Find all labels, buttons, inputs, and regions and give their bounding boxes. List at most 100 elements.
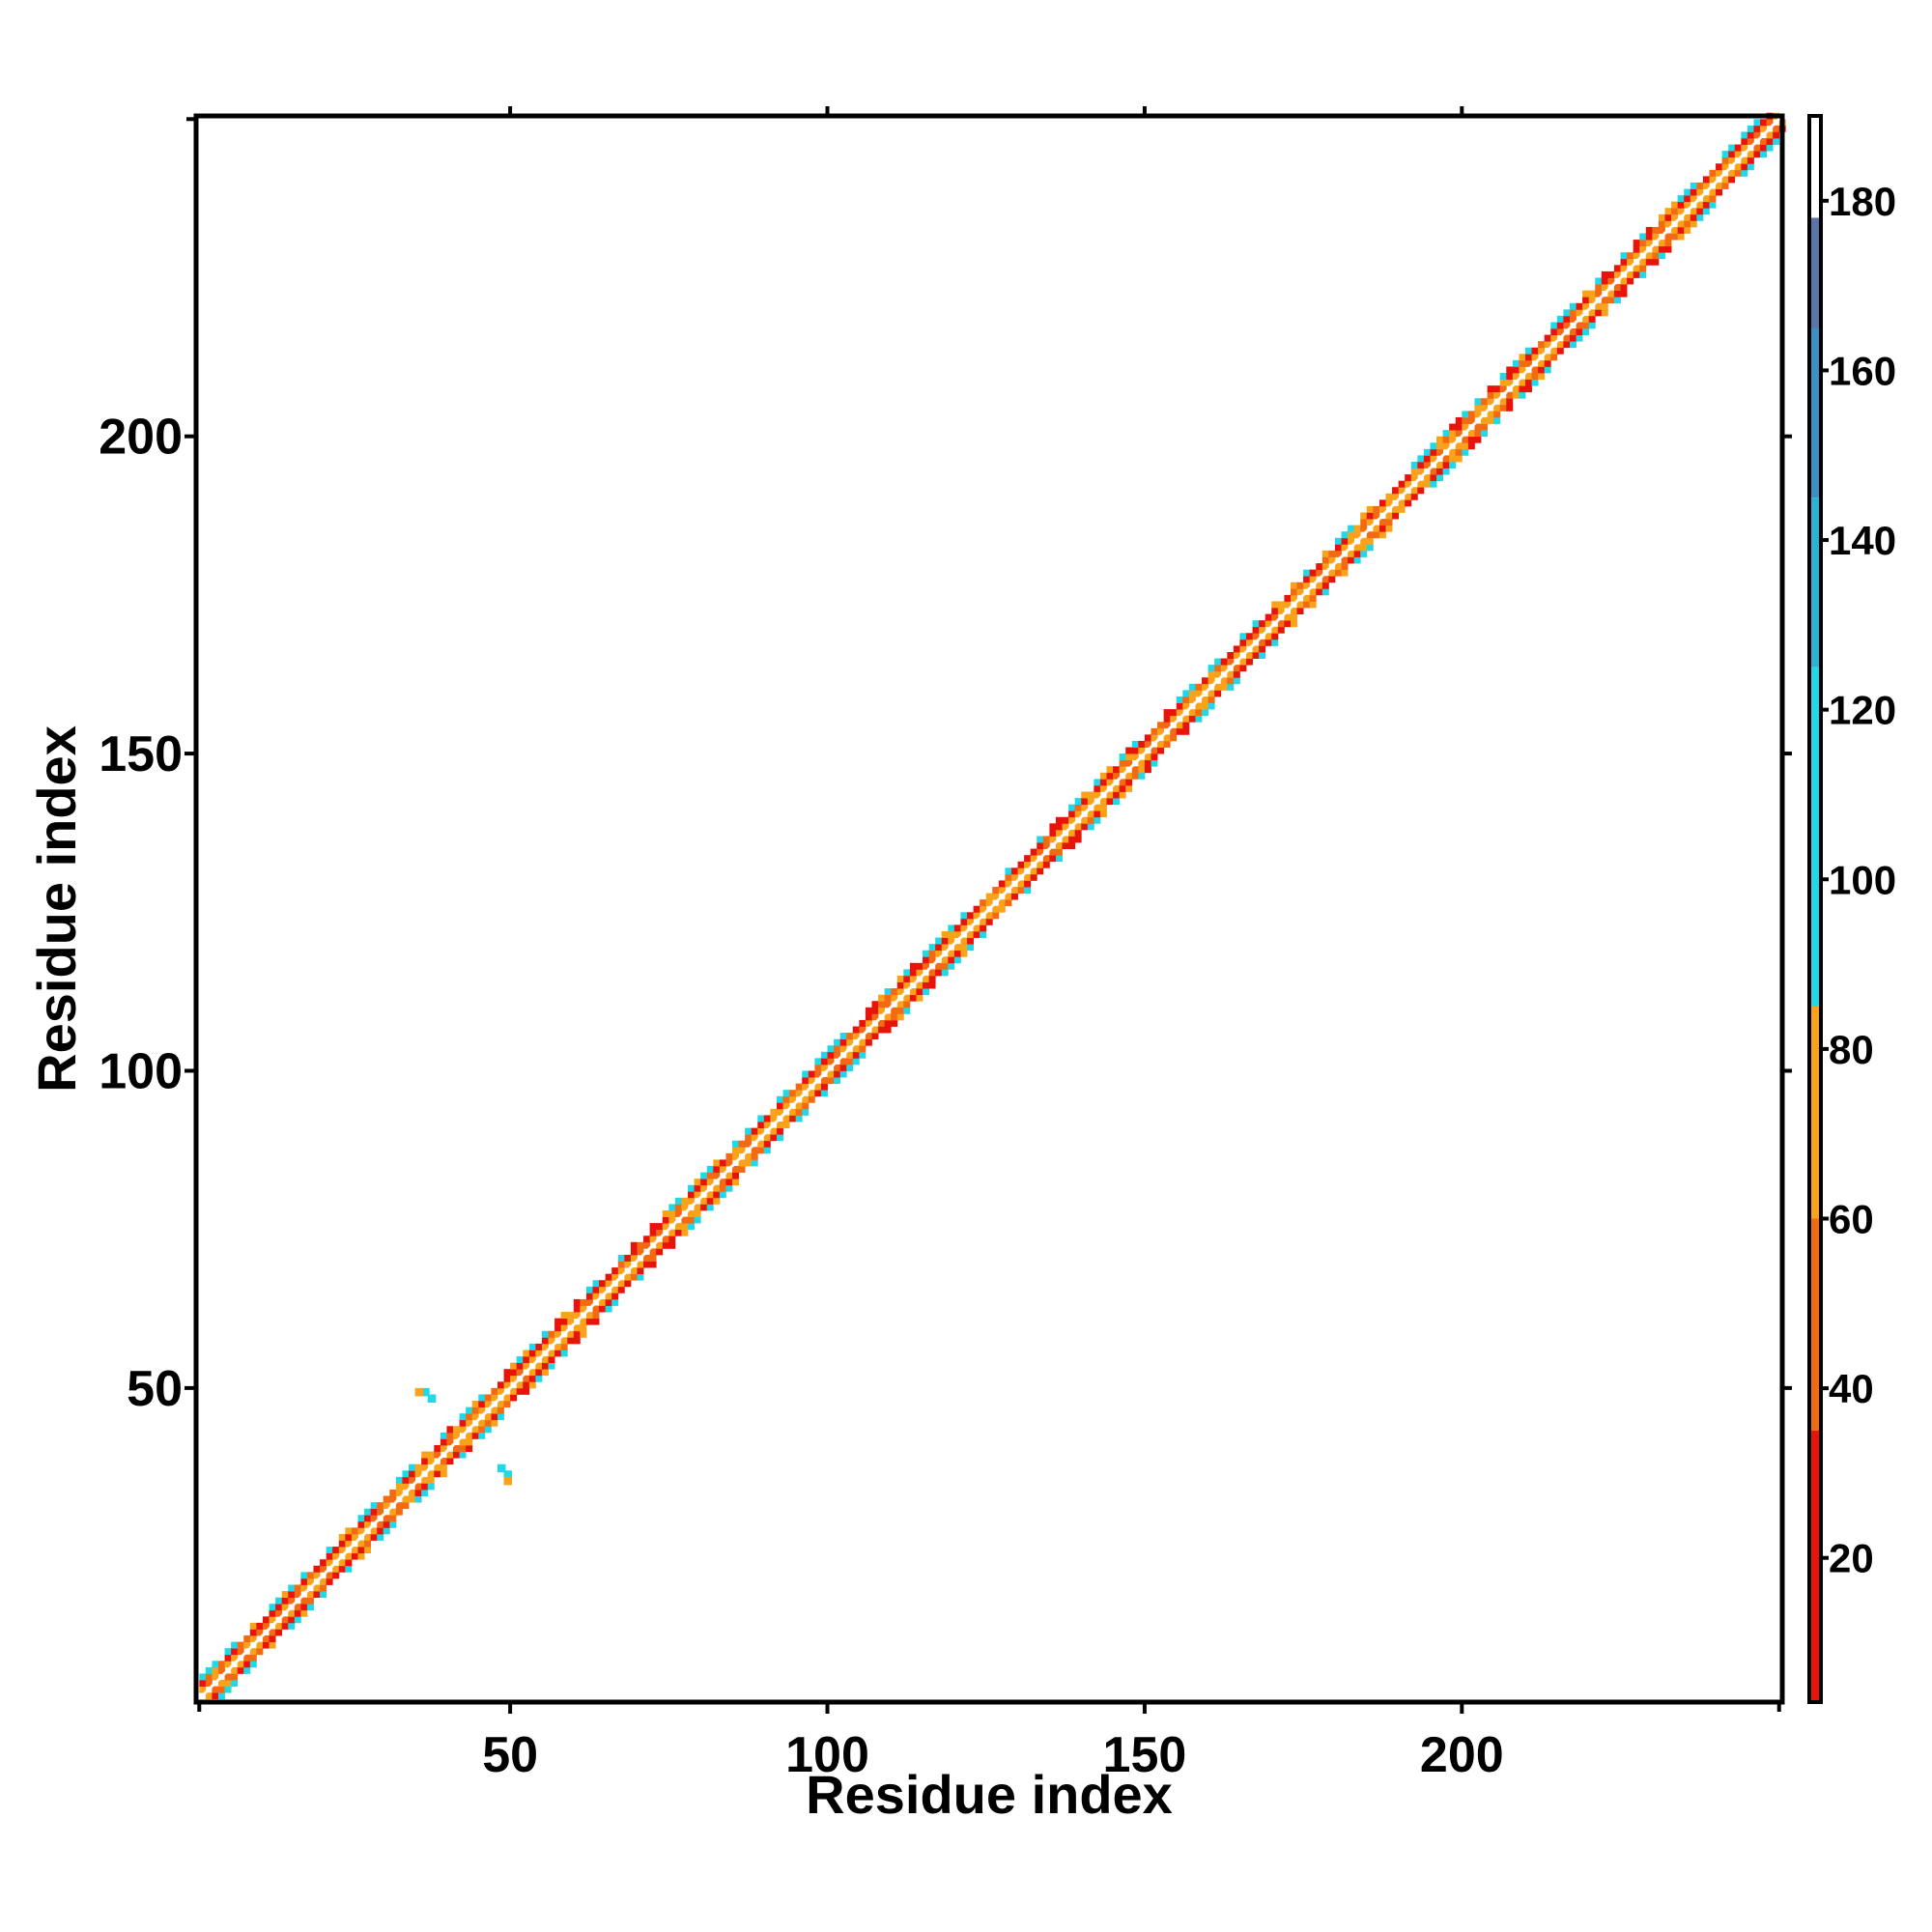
heatmap-cell xyxy=(1569,334,1577,342)
heatmap-cell xyxy=(573,1337,581,1345)
heatmap-cell xyxy=(1645,233,1653,241)
heatmap-cell xyxy=(1309,594,1317,602)
heatmap-cell xyxy=(1182,690,1190,697)
heatmap-cell xyxy=(1677,208,1685,215)
contact-cell xyxy=(427,1394,437,1403)
heatmap-cell xyxy=(1582,302,1590,310)
heatmap-cell xyxy=(1062,842,1069,850)
heatmap-cell xyxy=(1550,328,1558,335)
heatmap-cell xyxy=(903,981,911,989)
heatmap-cell xyxy=(1627,252,1634,260)
heatmap-cell xyxy=(1138,772,1146,780)
heatmap-cell xyxy=(1378,499,1386,507)
heatmap-cell xyxy=(1734,163,1742,171)
heatmap-cell xyxy=(649,1261,657,1268)
heatmap-cell xyxy=(948,930,955,938)
heatmap-cell xyxy=(1467,416,1475,424)
heatmap-cell xyxy=(288,1609,296,1617)
heatmap-cell xyxy=(839,1070,847,1078)
heatmap-cell xyxy=(923,975,930,982)
heatmap-cell xyxy=(839,1033,847,1040)
heatmap-cell xyxy=(1620,252,1628,260)
heatmap-cell xyxy=(453,1432,460,1439)
heatmap-cell xyxy=(503,1394,511,1402)
heatmap-cell xyxy=(1430,455,1437,463)
heatmap-cell xyxy=(1316,563,1323,571)
heatmap-cell xyxy=(1094,779,1101,786)
heatmap-cell xyxy=(243,1635,251,1643)
heatmap-cell xyxy=(1017,861,1025,868)
heatmap-cell xyxy=(1487,385,1494,393)
heatmap-cell xyxy=(313,1591,321,1599)
heatmap-cell xyxy=(1588,315,1596,323)
heatmap-cell xyxy=(1360,512,1368,520)
heatmap-cell xyxy=(1087,791,1094,799)
heatmap-cell xyxy=(294,1609,301,1617)
heatmap-cell xyxy=(656,1223,664,1231)
heatmap-cell xyxy=(1227,651,1235,659)
heatmap-cell xyxy=(1588,322,1596,329)
heatmap-cell xyxy=(402,1502,410,1510)
heatmap-cell xyxy=(1442,455,1450,463)
heatmap-cell xyxy=(243,1661,251,1668)
heatmap-cell xyxy=(592,1305,600,1313)
heatmap-cell xyxy=(1690,195,1697,203)
heatmap-cell xyxy=(688,1197,695,1205)
heatmap-cell xyxy=(1042,861,1050,868)
heatmap-cell xyxy=(548,1337,555,1345)
heatmap-cell xyxy=(1677,233,1685,241)
heatmap-cell xyxy=(656,1248,664,1256)
heatmap-cell xyxy=(1569,309,1577,317)
heatmap-cell xyxy=(377,1502,384,1510)
heatmap-cell xyxy=(1633,240,1640,247)
heatmap-cell xyxy=(795,1083,803,1091)
heatmap-cell xyxy=(1024,873,1032,881)
heatmap-cell xyxy=(306,1572,314,1579)
heatmap-cell xyxy=(256,1629,264,1636)
heatmap-cell xyxy=(859,1045,867,1053)
heatmap-cell xyxy=(1010,867,1018,875)
heatmap-cell xyxy=(1227,677,1235,685)
heatmap-cell xyxy=(484,1394,492,1402)
heatmap-cell xyxy=(1373,525,1380,532)
heatmap-cell xyxy=(630,1254,638,1262)
heatmap-cell xyxy=(1556,322,1564,329)
heatmap-cell xyxy=(1652,233,1660,241)
heatmap-cell xyxy=(763,1115,771,1122)
heatmap-cell xyxy=(1252,620,1260,628)
heatmap-cell xyxy=(731,1179,739,1186)
heatmap-cell xyxy=(1474,404,1482,412)
heatmap-cell xyxy=(1360,537,1368,545)
heatmap-cell xyxy=(795,1102,803,1110)
heatmap-cell xyxy=(1474,398,1482,406)
heatmap-cell xyxy=(960,918,968,925)
heatmap-cell xyxy=(1519,379,1526,386)
heatmap-cell xyxy=(624,1273,632,1281)
heatmap-cell xyxy=(1702,195,1710,203)
heatmap-cell xyxy=(1760,125,1767,132)
heatmap-cell xyxy=(1309,576,1317,583)
heatmap-cell xyxy=(1119,779,1126,786)
heatmap-cell xyxy=(820,1051,828,1059)
heatmap-cell xyxy=(313,1572,321,1579)
heatmap-cell xyxy=(1055,829,1063,837)
heatmap-cell xyxy=(903,969,911,977)
heatmap-cell xyxy=(1582,290,1590,298)
heatmap-cell xyxy=(1696,188,1704,196)
heatmap-cell xyxy=(320,1591,327,1599)
heatmap-cell xyxy=(1481,404,1488,412)
x-tick-label: 200 xyxy=(1420,1727,1504,1783)
heatmap-cell xyxy=(745,1140,753,1148)
heatmap-cell xyxy=(1696,208,1704,215)
heatmap-cell xyxy=(611,1267,619,1275)
heatmap-cell xyxy=(528,1350,536,1357)
heatmap-cell xyxy=(1645,258,1653,266)
heatmap-cell xyxy=(1531,354,1539,361)
heatmap-cell xyxy=(637,1267,644,1275)
heatmap-cell xyxy=(1417,455,1425,463)
heatmap-cell xyxy=(1239,665,1247,672)
heatmap-cell xyxy=(275,1604,283,1611)
heatmap-cell xyxy=(1316,582,1323,589)
heatmap-cell xyxy=(560,1350,568,1357)
heatmap-cell xyxy=(745,1152,753,1160)
